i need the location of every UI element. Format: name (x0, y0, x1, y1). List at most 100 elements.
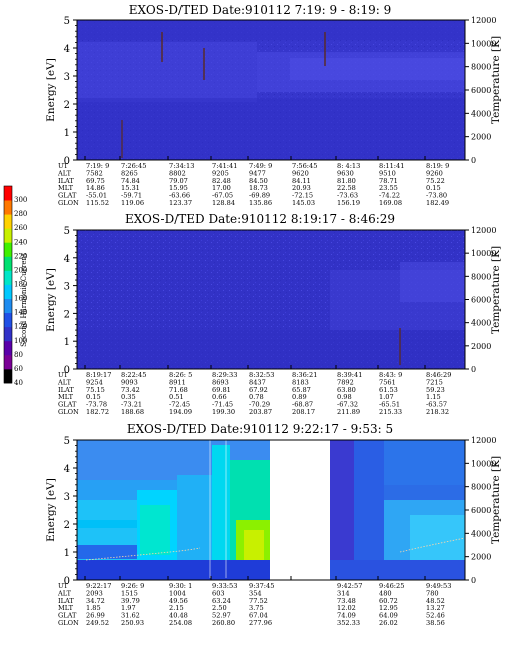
table-cell: -73.21 (121, 401, 142, 409)
table-cell: 156.19 (337, 199, 360, 207)
y-tick-label: 0 (64, 576, 70, 587)
table-cell: 3.75 (249, 604, 264, 612)
table-cell: 1.85 (86, 604, 101, 612)
table-cell: 74.84 (121, 177, 140, 185)
table-cell: 69.81 (212, 386, 231, 394)
table-cell: -63.57 (426, 401, 447, 409)
y-tick-label: 5 (64, 16, 70, 27)
y2-tick-label: 10000 (471, 459, 496, 468)
colorbar-tick-label: 220 (14, 252, 27, 260)
colorbar-tick-label: 120 (14, 323, 27, 331)
y-tick-label: 1 (64, 337, 70, 348)
table-cell: 82.48 (212, 177, 231, 185)
table-cell: 2.15 (169, 604, 184, 612)
panel-3-y2label: Temperature [K] (490, 456, 502, 544)
colorbar-tick-label: 160 (14, 295, 27, 303)
table-row-label: GLAT (58, 612, 77, 620)
table-cell: 9254 (86, 378, 103, 386)
table-cell: 78.71 (379, 177, 398, 185)
table-cell: -67.32 (337, 401, 358, 409)
table-row-label: ALT (57, 589, 72, 597)
table-cell: 38.56 (426, 619, 445, 627)
table-cell: -68.87 (292, 401, 313, 409)
table-cell: 9093 (121, 378, 138, 386)
table-row-label: MLT (58, 393, 74, 401)
panel-1-heatmap (77, 20, 465, 160)
panel-1-title: EXOS-D/TED Date:910112 7:19: 9 - 8:19: 9 (129, 3, 391, 17)
colorbar-swatch (4, 354, 12, 370)
colorbar-swatch (4, 284, 12, 299)
panel-2-heatmap (77, 230, 465, 369)
table-cell: 63.24 (212, 597, 231, 605)
y-tick-label: 4 (64, 44, 70, 55)
table-row-label: MLT (58, 604, 74, 612)
table-cell: 84.11 (292, 177, 311, 185)
colorbar-tick-label: 280 (14, 210, 27, 218)
table-cell: 169.08 (379, 199, 402, 207)
table-cell: 17.00 (212, 184, 231, 192)
table-cell: 8:29:33 (212, 371, 237, 379)
table-cell: 22.58 (337, 184, 356, 192)
y2-tick-label: 10000 (471, 249, 496, 258)
table-cell: 26.02 (379, 619, 398, 627)
panel-2-title: EXOS-D/TED Date:910112 8:19:17 - 8:46:29 (125, 212, 395, 226)
table-cell: 75.15 (86, 386, 105, 394)
colorbar-swatch (4, 326, 12, 342)
table-cell: 603 (212, 589, 225, 597)
colorbar-swatch (4, 214, 12, 229)
table-cell: 7561 (379, 378, 396, 386)
table-cell: 0.66 (212, 393, 227, 401)
table-cell: 12.95 (379, 604, 398, 612)
table-cell: 9477 (249, 169, 266, 177)
y2-tick-label: 2000 (471, 553, 491, 562)
colorbar-tick-label: 200 (14, 266, 27, 274)
y2-tick-label: 4000 (471, 529, 491, 538)
table-cell: 208.17 (292, 408, 315, 416)
colorbar: 406080100120140160180200220240260280300 … (3, 185, 28, 387)
table-cell: 352.33 (337, 619, 360, 627)
panel-3: EXOS-D/TED Date:910112 9:22:17 - 9:53: 5 (45, 422, 502, 627)
panel-3-ylabel: Energy [eV] (45, 478, 57, 542)
y-tick-label: 3 (64, 492, 70, 503)
table-cell: 780 (426, 589, 439, 597)
table-cell: -72.45 (169, 401, 190, 409)
colorbar-swatch (4, 270, 12, 285)
table-cell: 75.22 (426, 177, 445, 185)
y-tick-label: 5 (64, 226, 70, 237)
table-cell: 49.56 (169, 597, 188, 605)
colorbar-tick-label: 100 (14, 337, 27, 345)
table-cell: 354 (249, 589, 262, 597)
table-cell: 7:49: 9 (249, 162, 272, 170)
table-row-label: GLON (58, 408, 79, 416)
table-cell: 63.80 (337, 386, 356, 394)
table-cell: 9:26: 9 (121, 582, 144, 590)
y2-tick-label: 0 (471, 576, 476, 585)
table-cell: 1.15 (426, 393, 441, 401)
y-tick-label: 3 (64, 282, 70, 293)
colorbar-tick-label: 60 (14, 365, 23, 373)
table-cell: 26.99 (86, 612, 105, 620)
table-cell: 9620 (292, 169, 309, 177)
table-cell: 7582 (86, 169, 103, 177)
y-tick-label: 1 (64, 128, 70, 139)
colorbar-swatch (4, 256, 12, 271)
table-row-label: GLAT (58, 401, 77, 409)
table-cell: 12.02 (337, 604, 356, 612)
table-cell: 84.50 (249, 177, 268, 185)
table-cell: 194.09 (169, 408, 192, 416)
table-cell: 73.42 (121, 386, 140, 394)
table-cell: 71.68 (169, 386, 188, 394)
table-cell: -65.51 (379, 401, 400, 409)
table-cell: 0.35 (121, 393, 136, 401)
table-cell: 9:33:53 (212, 582, 237, 590)
table-cell: 8:22:45 (121, 371, 146, 379)
table-cell: 314 (337, 589, 350, 597)
table-cell: 0.98 (337, 393, 352, 401)
table-cell: 218.32 (426, 408, 449, 416)
colorbar-tick-label: 240 (14, 238, 27, 246)
table-cell: 9:37:45 (249, 582, 274, 590)
table-cell: 8:19: 9 (426, 162, 449, 170)
table-cell: -63.66 (169, 192, 190, 200)
table-cell: 48.52 (426, 597, 445, 605)
